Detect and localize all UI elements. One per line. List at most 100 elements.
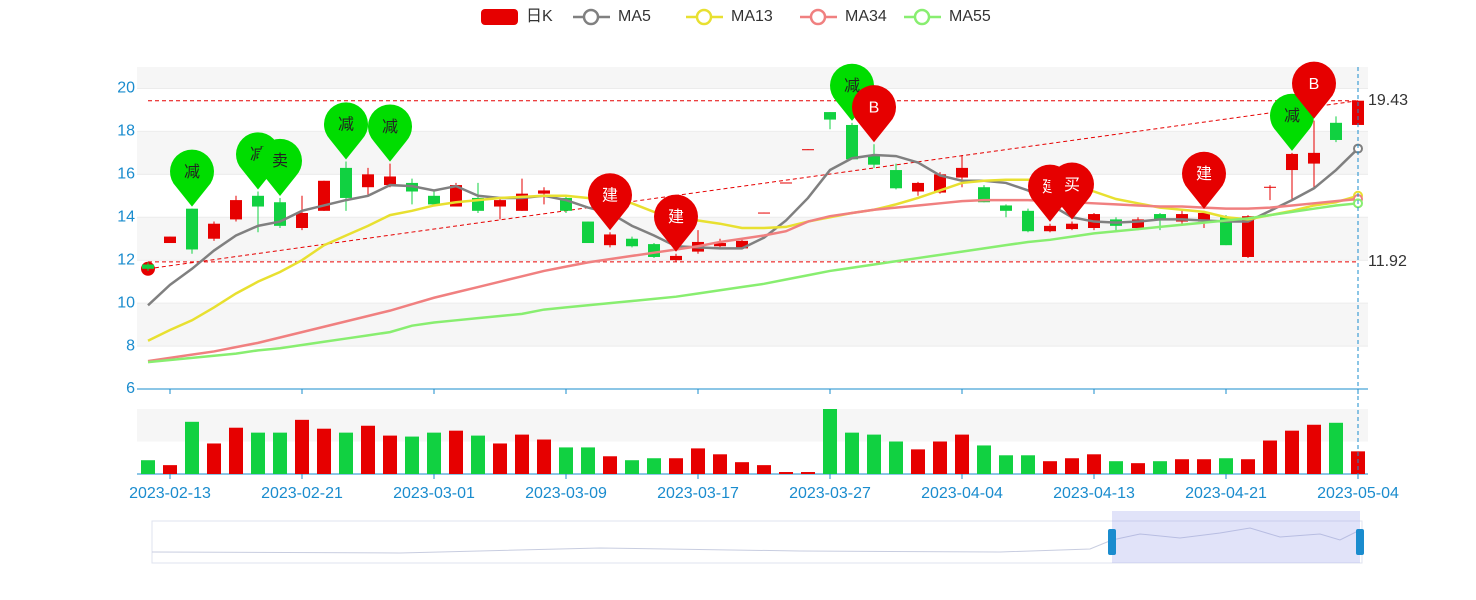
volume-bar [537,439,551,474]
candle-body [626,238,638,247]
candle-body [1198,212,1210,222]
candle-body [1066,223,1078,230]
y-tick-label: 16 [117,166,135,183]
candle-body [538,190,550,194]
volume-bar [603,456,617,474]
volume-bar [1241,459,1255,474]
grid-band [137,217,1368,261]
pin-label: 卖 [272,152,288,170]
pin [324,102,368,160]
data-zoom [151,511,1364,564]
volume-bar [1285,430,1299,474]
candle-body [1330,122,1342,140]
candle-body [714,243,726,247]
volume-bar [1109,461,1123,474]
candle-body [1132,219,1144,228]
pin [851,85,896,143]
volume-bar [361,425,375,474]
volume-bar [1153,461,1167,474]
volume-bar [845,432,859,474]
x-tick-label: 2023-02-13 [129,485,211,502]
candle-body [186,208,198,250]
ma-line [147,202,1359,364]
volume-bar [1329,422,1343,474]
pin-label: 建 [602,187,618,205]
volume-bar [185,421,199,474]
volume-bar [251,432,265,474]
candle-body [164,236,176,244]
volume-bar [867,434,881,474]
volume-bar [163,465,177,474]
pin [1182,151,1226,209]
pin-label: B [1309,76,1320,93]
y-tick-label: 18 [117,123,135,140]
candle-body [1220,217,1232,246]
legend-marker [809,8,827,26]
legend-label: MA13 [731,8,773,25]
legend-marker [582,8,600,26]
volume-bar [933,441,947,474]
candle-body [230,200,242,220]
volume-bar [295,419,309,474]
volume-bar [207,443,221,474]
pin [1292,61,1336,119]
candle-body [318,180,330,211]
candle-body [1154,214,1166,221]
candle-body [1308,152,1320,164]
volume-bar [735,462,749,474]
volume-bar [1175,459,1189,474]
candle-body [1264,186,1276,188]
volume-bar [823,409,837,474]
zoom-handle[interactable] [1108,529,1116,555]
volume-bar [911,449,925,474]
pin-label: 减 [338,116,354,134]
volume-bar [449,430,463,474]
volume-bar [955,434,969,474]
volume-bar [427,432,441,474]
legend-marker [695,8,713,26]
legend-marker [913,8,931,26]
candle-body [1286,153,1298,171]
volume-bar [383,435,397,474]
volume-bar [1307,424,1321,474]
volume-bar [1263,440,1277,474]
candle-body [736,240,748,249]
volume-bar [779,472,793,474]
legend-label: MA5 [618,8,651,25]
volume-bar [977,445,991,474]
volume-bar [581,447,595,474]
pin-label: B [869,99,880,116]
candle-body [780,182,792,184]
candle-body [296,212,308,228]
volume-bar [339,432,353,474]
volume-bar [691,448,705,474]
zoom-handle[interactable] [1356,529,1364,555]
candle-body [956,167,968,178]
pin-label: 买 [1064,176,1080,194]
mark-line-label: 11.92 [1368,253,1407,270]
candle-body [1176,214,1188,222]
volume-bar [471,435,485,474]
volume-bar [999,455,1013,474]
volume-bar [273,432,287,474]
pin-label: 减 [382,118,398,136]
candle-body [890,170,902,189]
pin [587,173,632,231]
volume-bar [801,472,815,474]
grid-band [137,303,1368,347]
legend-label: 日K [526,8,553,25]
mark-line-label: 19.43 [1368,92,1408,109]
candle-body [846,124,858,160]
candle-body [142,264,154,269]
candle-body [934,174,946,193]
volume-bar [1021,455,1035,474]
y-tick-label: 8 [126,337,135,354]
volume-bar [1087,454,1101,474]
candle-body [208,223,220,239]
x-tick-label: 2023-03-09 [525,485,607,502]
zoom-window[interactable] [1112,511,1360,563]
pin-label: 减 [1284,107,1300,125]
legend-swatch [481,9,518,25]
